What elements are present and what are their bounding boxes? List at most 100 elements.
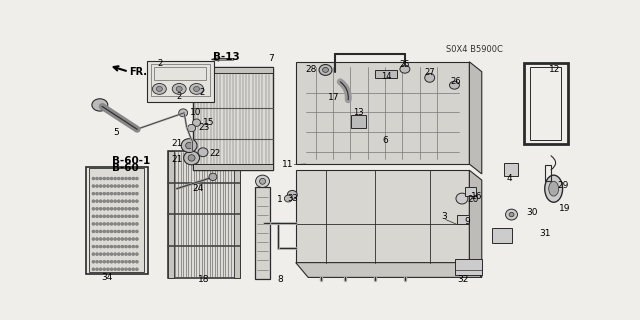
Ellipse shape (128, 207, 131, 210)
Ellipse shape (121, 245, 124, 248)
Ellipse shape (121, 237, 124, 241)
Ellipse shape (106, 200, 109, 203)
Ellipse shape (99, 215, 102, 218)
Ellipse shape (103, 200, 106, 203)
Ellipse shape (99, 245, 102, 248)
Text: 19: 19 (559, 204, 570, 213)
Ellipse shape (103, 177, 106, 180)
Ellipse shape (128, 177, 131, 180)
Ellipse shape (106, 192, 109, 195)
Text: 17: 17 (328, 93, 339, 102)
Bar (147, 60, 214, 102)
Ellipse shape (193, 86, 200, 92)
Ellipse shape (95, 237, 99, 241)
Ellipse shape (117, 230, 120, 233)
Text: 2: 2 (200, 88, 205, 97)
Ellipse shape (92, 260, 95, 263)
Ellipse shape (92, 230, 95, 233)
Ellipse shape (106, 222, 109, 225)
Ellipse shape (106, 207, 109, 210)
Text: 33: 33 (287, 194, 298, 203)
Ellipse shape (181, 139, 197, 153)
Ellipse shape (110, 185, 113, 188)
Ellipse shape (128, 185, 131, 188)
Ellipse shape (198, 148, 208, 157)
Ellipse shape (152, 84, 166, 94)
Bar (375, 70, 397, 78)
Ellipse shape (95, 215, 99, 218)
Text: 12: 12 (548, 65, 560, 74)
Ellipse shape (506, 209, 518, 220)
Ellipse shape (99, 268, 102, 271)
Ellipse shape (106, 215, 109, 218)
Ellipse shape (114, 185, 116, 188)
Ellipse shape (128, 245, 131, 248)
Ellipse shape (132, 222, 135, 225)
Ellipse shape (136, 230, 138, 233)
Text: 4: 4 (506, 174, 512, 183)
Ellipse shape (103, 245, 106, 248)
Ellipse shape (176, 86, 182, 92)
Ellipse shape (99, 177, 102, 180)
Ellipse shape (255, 175, 269, 188)
Text: 6: 6 (382, 136, 388, 145)
Text: FR.: FR. (129, 67, 148, 77)
Bar (504, 163, 518, 176)
Bar (234, 151, 240, 278)
Bar (465, 187, 476, 196)
Ellipse shape (121, 268, 124, 271)
Ellipse shape (425, 73, 435, 82)
Text: 29: 29 (557, 180, 569, 189)
Ellipse shape (128, 260, 131, 263)
Ellipse shape (117, 253, 120, 256)
Text: 13: 13 (353, 108, 364, 117)
Ellipse shape (99, 260, 102, 263)
Ellipse shape (132, 237, 135, 241)
Text: 18: 18 (198, 275, 210, 284)
Ellipse shape (449, 81, 460, 89)
Ellipse shape (136, 215, 138, 218)
Bar (457, 215, 469, 224)
Ellipse shape (110, 192, 113, 195)
Ellipse shape (103, 268, 106, 271)
Ellipse shape (92, 192, 95, 195)
Ellipse shape (284, 195, 292, 202)
Ellipse shape (121, 192, 124, 195)
Polygon shape (296, 263, 482, 277)
Ellipse shape (92, 99, 108, 111)
Ellipse shape (117, 177, 120, 180)
Ellipse shape (132, 207, 135, 210)
Text: 10: 10 (190, 108, 202, 117)
Ellipse shape (95, 245, 99, 248)
Ellipse shape (92, 245, 95, 248)
Ellipse shape (117, 215, 120, 218)
Ellipse shape (136, 222, 138, 225)
Ellipse shape (106, 268, 109, 271)
Ellipse shape (121, 230, 124, 233)
Ellipse shape (114, 253, 116, 256)
Text: 11: 11 (282, 160, 293, 169)
Bar (455, 259, 483, 275)
Ellipse shape (117, 245, 120, 248)
Ellipse shape (117, 260, 120, 263)
Text: B-13: B-13 (213, 52, 240, 62)
Ellipse shape (92, 177, 95, 180)
Bar (86, 166, 148, 274)
Ellipse shape (99, 192, 102, 195)
Ellipse shape (172, 84, 186, 94)
Ellipse shape (121, 185, 124, 188)
Ellipse shape (125, 230, 127, 233)
Text: 3: 3 (442, 212, 447, 221)
Ellipse shape (110, 230, 113, 233)
Ellipse shape (132, 253, 135, 256)
Ellipse shape (117, 185, 120, 188)
Ellipse shape (92, 207, 95, 210)
Ellipse shape (136, 192, 138, 195)
Ellipse shape (106, 260, 109, 263)
Ellipse shape (117, 268, 120, 271)
Bar (154, 67, 207, 80)
Bar (492, 228, 511, 243)
Polygon shape (469, 170, 482, 277)
Ellipse shape (136, 207, 138, 210)
Ellipse shape (95, 207, 99, 210)
